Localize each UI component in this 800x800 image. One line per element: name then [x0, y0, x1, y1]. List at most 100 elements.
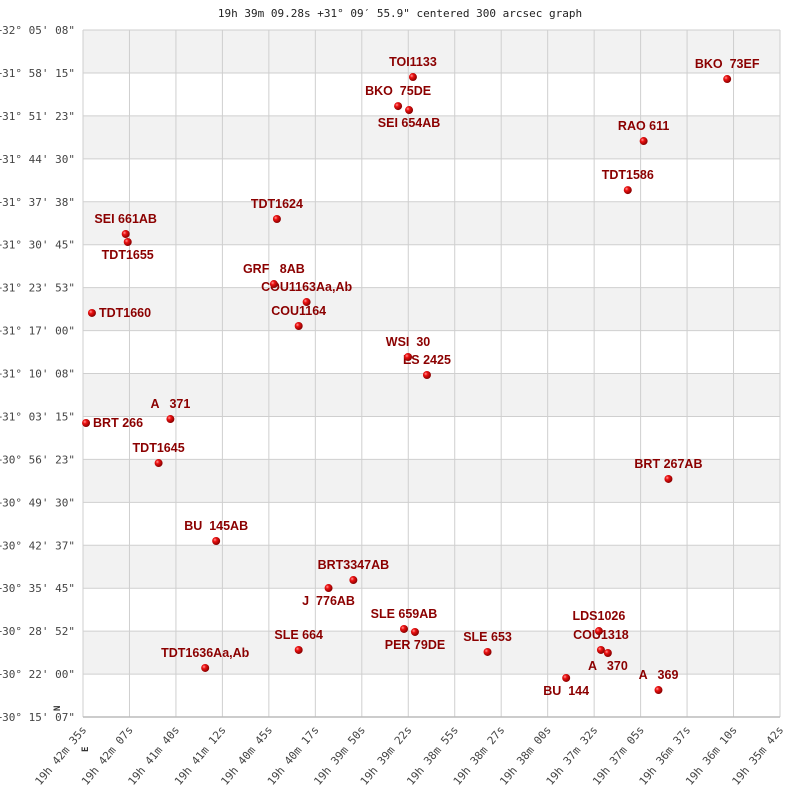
star-label: A 369 [639, 668, 679, 682]
star-point[interactable] [664, 474, 673, 483]
star-marker[interactable] [302, 298, 311, 307]
star-label: TDT1624 [251, 197, 303, 211]
star-marker[interactable] [121, 229, 130, 238]
star-label: TDT1636Aa,Ab [161, 646, 250, 660]
band [83, 201, 780, 245]
star-label: PER 79DE [385, 638, 445, 652]
star-marker[interactable] [596, 645, 605, 654]
star-point[interactable] [483, 647, 492, 656]
star-label: SLE 664 [274, 628, 323, 642]
star-point[interactable] [294, 645, 303, 654]
star-marker[interactable] [483, 647, 492, 656]
star-label: SEI 661AB [94, 212, 157, 226]
star-label: BRT 266 [93, 416, 143, 430]
star-marker[interactable] [87, 308, 96, 317]
star-point[interactable] [639, 137, 648, 146]
star-marker[interactable] [212, 537, 221, 546]
star-label: COU1318 [573, 628, 629, 642]
star-point[interactable] [324, 584, 333, 593]
compass-east-label: E [81, 747, 91, 752]
star-label: RAO 611 [618, 119, 669, 133]
y-tick-label: +31° 30' 45" [0, 239, 75, 252]
star-marker[interactable] [123, 238, 132, 247]
star-label: A 370 [588, 659, 628, 673]
star-label: BKO 75DE [365, 84, 431, 98]
point-labels: TOI1133 BKO 73EF BKO 75DE SEI 654AB RAO 611 T… [93, 55, 760, 698]
star-marker[interactable] [422, 371, 431, 380]
star-marker[interactable] [404, 353, 413, 362]
star-label: SLE 653 [463, 630, 512, 644]
y-tick-label: +30° 28' 52" [0, 625, 75, 638]
band [83, 287, 780, 331]
y-tick-label: +31° 58' 15" [0, 67, 75, 80]
star-marker[interactable] [639, 137, 648, 146]
star-point[interactable] [399, 624, 408, 633]
star-marker[interactable] [408, 73, 417, 82]
star-marker[interactable] [294, 321, 303, 330]
y-tick-label: +32° 05' 08" [0, 24, 75, 37]
star-point[interactable] [154, 459, 163, 468]
star-point[interactable] [272, 215, 281, 224]
star-label: TDT1645 [133, 441, 185, 455]
star-marker[interactable] [269, 280, 278, 289]
star-marker[interactable] [594, 627, 603, 636]
star-point[interactable] [422, 371, 431, 380]
star-point[interactable] [302, 298, 311, 307]
star-marker[interactable] [166, 415, 175, 424]
star-marker[interactable] [82, 418, 91, 427]
star-point[interactable] [123, 238, 132, 247]
star-marker[interactable] [294, 645, 303, 654]
star-marker[interactable] [410, 627, 419, 636]
y-tick-label: +30° 15' 07" [0, 711, 75, 724]
star-point[interactable] [121, 229, 130, 238]
star-marker[interactable] [399, 624, 408, 633]
star-point[interactable] [82, 418, 91, 427]
star-point[interactable] [594, 627, 603, 636]
star-marker[interactable] [623, 186, 632, 195]
star-point[interactable] [405, 106, 414, 115]
star-point[interactable] [269, 280, 278, 289]
star-point[interactable] [603, 648, 612, 657]
star-label: LDS1026 [573, 609, 626, 623]
star-label: BRT3347AB [318, 558, 390, 572]
star-marker[interactable] [405, 106, 414, 115]
star-point[interactable] [562, 673, 571, 682]
star-point[interactable] [212, 537, 221, 546]
y-tick-label: +31° 17' 00" [0, 325, 75, 338]
y-axis-ticks: +32° 05' 08" +31° 58' 15" +31° 51' 23" +31°… [0, 24, 75, 724]
star-marker[interactable] [562, 673, 571, 682]
star-label: SEI 654AB [378, 116, 441, 130]
star-point[interactable] [394, 102, 403, 111]
star-point[interactable] [654, 686, 663, 695]
star-point[interactable] [723, 75, 732, 84]
y-tick-label: +30° 22' 00" [0, 668, 75, 681]
y-tick-label: +30° 42' 37" [0, 539, 75, 552]
band [83, 30, 780, 73]
star-marker[interactable] [723, 75, 732, 84]
band [83, 115, 780, 159]
star-point[interactable] [408, 73, 417, 82]
star-point[interactable] [294, 321, 303, 330]
star-point[interactable] [87, 308, 96, 317]
band [83, 631, 780, 675]
star-marker[interactable] [201, 663, 210, 672]
star-point[interactable] [166, 415, 175, 424]
star-marker[interactable] [272, 215, 281, 224]
star-marker[interactable] [394, 102, 403, 111]
y-tick-label: +31° 37' 38" [0, 196, 75, 209]
star-marker[interactable] [654, 686, 663, 695]
star-marker[interactable] [603, 648, 612, 657]
star-point[interactable] [404, 353, 413, 362]
y-tick-label: +31° 44' 30" [0, 153, 75, 166]
star-marker[interactable] [349, 576, 358, 585]
star-point[interactable] [410, 627, 419, 636]
star-point[interactable] [349, 576, 358, 585]
star-point[interactable] [596, 645, 605, 654]
star-point[interactable] [623, 186, 632, 195]
star-marker[interactable] [154, 459, 163, 468]
star-point[interactable] [201, 663, 210, 672]
star-label: TDT1655 [102, 248, 154, 262]
star-marker[interactable] [324, 584, 333, 593]
star-marker[interactable] [664, 474, 673, 483]
